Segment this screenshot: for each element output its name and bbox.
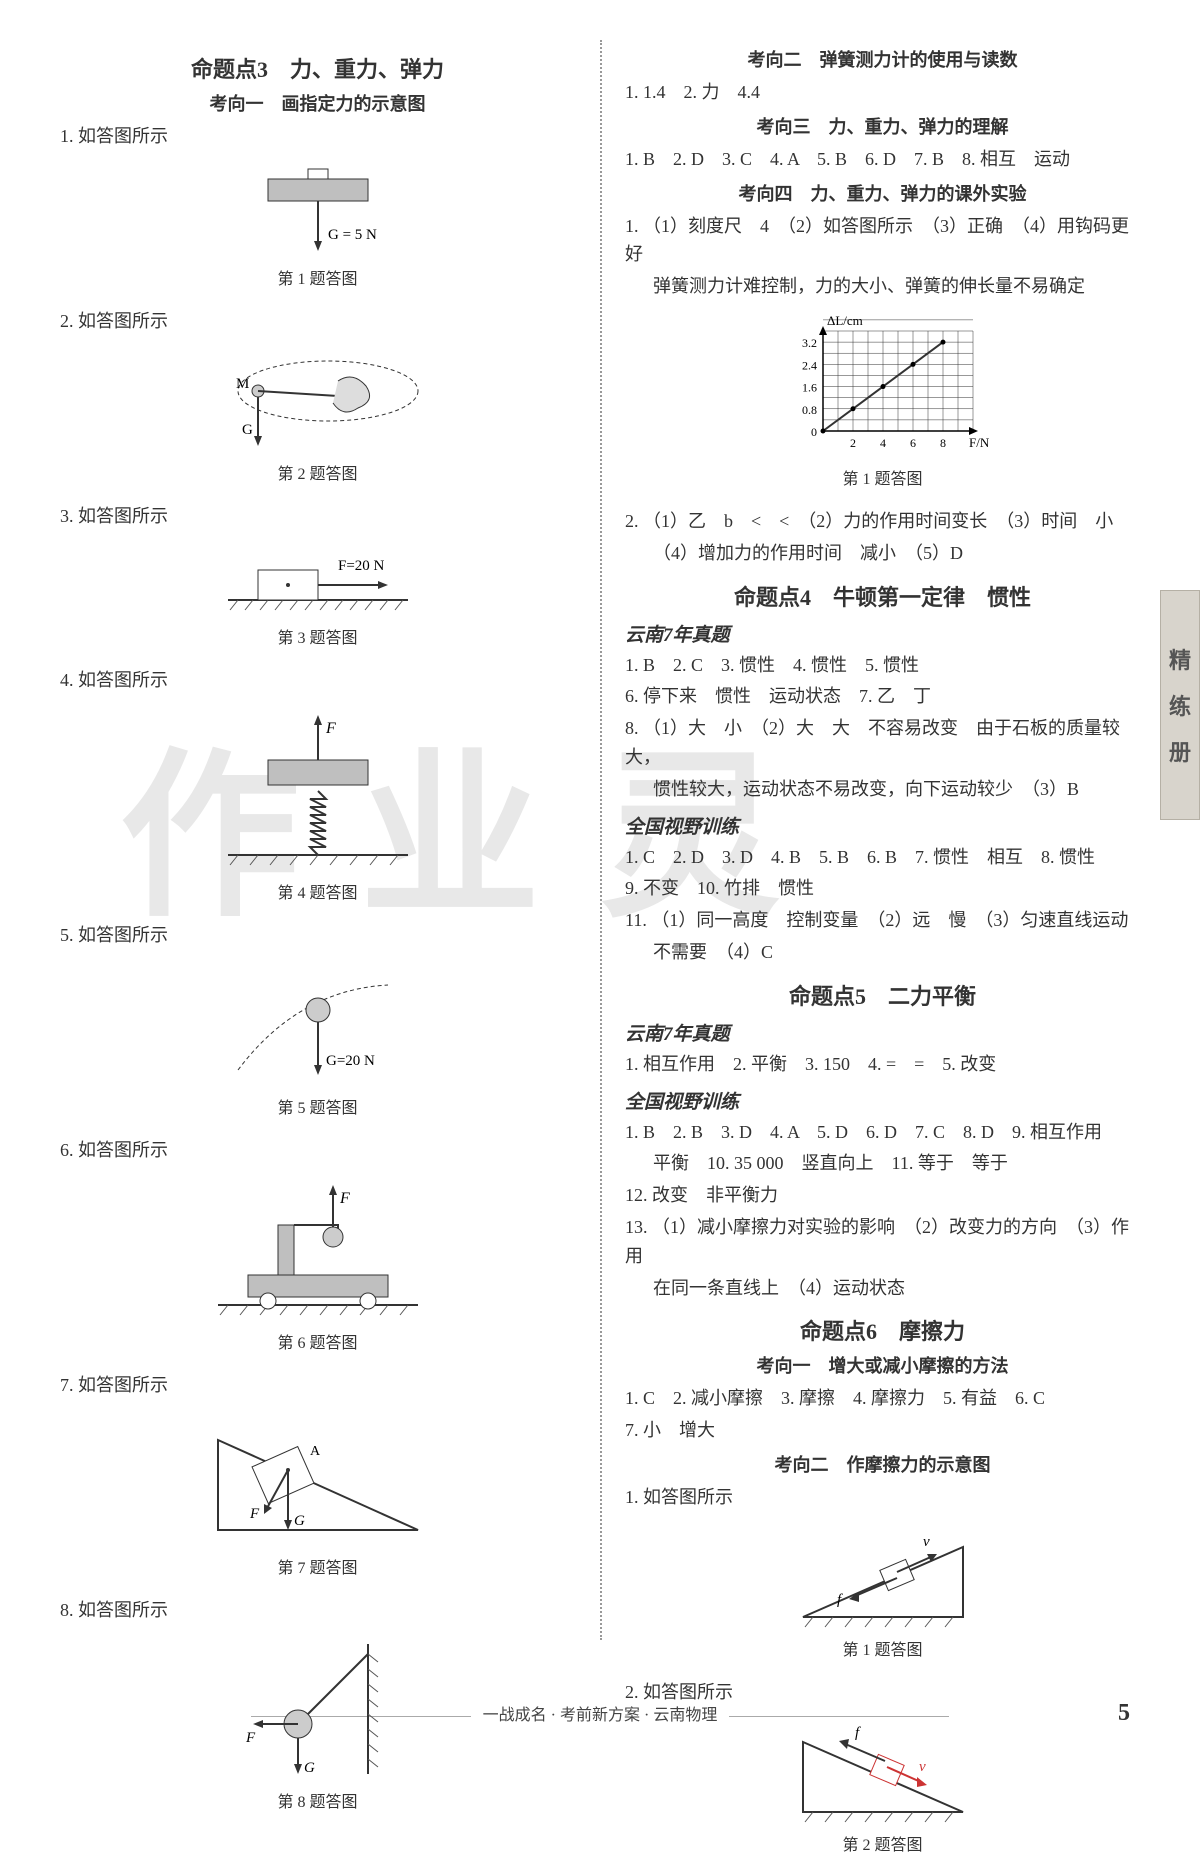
fig3: F=20 N 第 3 题答图 xyxy=(60,540,575,648)
section-heading: 云南7年真题 xyxy=(625,1019,1140,1046)
section-sub: 考向二 作摩擦力的示意图 xyxy=(625,1451,1140,1477)
answer-line: 1. 如答图所示 xyxy=(625,1483,1140,1512)
svg-text:M: M xyxy=(236,376,249,392)
svg-text:v: v xyxy=(919,1759,926,1775)
side-tab-3: 册 xyxy=(1169,735,1191,767)
fig1: G = 5 N 第 1 题答图 xyxy=(60,161,575,289)
svg-text:G: G xyxy=(242,422,253,438)
left-column: 命题点3 力、重力、弹力 考向一 画指定力的示意图 1. 如答图所示 G = 5… xyxy=(60,40,590,1640)
answer-line: 1. （1）刻度尺 4 （2）如答图所示 （3）正确 （4）用钩码更好 xyxy=(625,212,1140,270)
answer-line-indent: 不需要 （4）C xyxy=(625,938,1140,967)
answer-line: 1. C 2. D 3. D 4. B 5. B 6. B 7. 惯性 相互 8… xyxy=(625,843,1140,872)
svg-text:A: A xyxy=(310,1444,321,1459)
svg-text:F/N: F/N xyxy=(969,435,990,450)
q7-text: 7. 如答图所示 xyxy=(60,1371,575,1400)
answer-line: 11. （1）同一高度 控制变量 （2）远 慢 （3）匀速直线运动 xyxy=(625,906,1140,935)
svg-text:2.4: 2.4 xyxy=(802,358,817,372)
answer-line-indent: 惯性较大，运动状态不易改变，向下运动较少 （3）B xyxy=(625,775,1140,804)
answer-line: 2. 如答图所示 xyxy=(625,1678,1140,1707)
fig4-caption: 第 4 题答图 xyxy=(60,879,575,903)
section-sub: 考向四 力、重力、弹力的课外实验 xyxy=(625,180,1140,206)
fig5-caption: 第 5 题答图 xyxy=(60,1094,575,1118)
left-title-major: 命题点3 力、重力、弹力 xyxy=(60,52,575,84)
answer-line: 7. 小 增大 xyxy=(625,1416,1140,1445)
answer-line: 6. 停下来 惯性 运动状态 7. 乙 丁 xyxy=(625,682,1140,711)
fig3-caption: 第 3 题答图 xyxy=(60,624,575,648)
section-heading: 全国视野训练 xyxy=(625,1087,1140,1114)
section-major: 命题点6 摩擦力 xyxy=(625,1314,1140,1346)
section-major: 命题点5 二力平衡 xyxy=(625,979,1140,1011)
svg-text:F: F xyxy=(245,1730,256,1746)
q1-text: 1. 如答图所示 xyxy=(60,122,575,151)
answer-line: 9. 不变 10. 竹排 惯性 xyxy=(625,874,1140,903)
fig8: F G 第 8 题答图 xyxy=(60,1634,575,1812)
svg-text:f: f xyxy=(855,1725,861,1741)
svg-text:ΔL/cm: ΔL/cm xyxy=(827,313,863,328)
q5-text: 5. 如答图所示 xyxy=(60,921,575,950)
answer-line: 1. B 2. C 3. 惯性 4. 惯性 5. 惯性 xyxy=(625,651,1140,680)
svg-text:3.2: 3.2 xyxy=(802,336,817,350)
fig1-caption: 第 1 题答图 xyxy=(60,265,575,289)
side-tab-2: 练 xyxy=(1169,689,1191,721)
svg-text:4: 4 xyxy=(880,436,886,450)
section-sub: 考向一 增大或减小摩擦的方法 xyxy=(625,1352,1140,1378)
svg-text:G: G xyxy=(304,1760,315,1776)
answer-line: 1. C 2. 减小摩擦 3. 摩擦 4. 摩擦力 5. 有益 6. C xyxy=(625,1384,1140,1413)
answer-line: 13. （1）减小摩擦力对实验的影响 （2）改变力的方向 （3）作用 xyxy=(625,1213,1140,1271)
fig4: F 第 4 题答图 xyxy=(60,705,575,903)
fig7: A F G 第 7 题答图 xyxy=(60,1410,575,1578)
q2-text: 2. 如答图所示 xyxy=(60,307,575,336)
svg-text:1.6: 1.6 xyxy=(802,381,817,395)
side-tab-1: 精 xyxy=(1169,643,1191,675)
answer-line: 8. （1）大 小 （2）大 大 不容易改变 由于石板的质量较大， xyxy=(625,714,1140,772)
answer-line-indent: （4）增加力的作用时间 减小 （5）D xyxy=(625,539,1140,568)
svg-text:F: F xyxy=(249,1506,260,1522)
svg-text:2: 2 xyxy=(850,436,856,450)
section-sub: 考向二 弹簧测力计的使用与读数 xyxy=(625,46,1140,72)
answer-line: 1. B 2. B 3. D 4. A 5. D 6. D 7. C 8. D … xyxy=(625,1118,1140,1147)
fig-r2: v f 第 2 题答图 xyxy=(625,1717,1140,1855)
svg-text:F: F xyxy=(339,1190,350,1207)
answer-line-indent: 在同一条直线上 （4）运动状态 xyxy=(625,1274,1140,1303)
svg-text:v: v xyxy=(923,1534,930,1550)
fig6-caption: 第 6 题答图 xyxy=(60,1329,575,1353)
right-column: 考向二 弹簧测力计的使用与读数 1. 1.4 2. 力 4.4 考向三 力、重力、弹… xyxy=(610,40,1140,1640)
svg-text:F=20 N: F=20 N xyxy=(338,558,385,574)
q3-text: 3. 如答图所示 xyxy=(60,502,575,531)
answer-line: 1. B 2. D 3. C 4. A 5. B 6. D 7. B 8. 相互… xyxy=(625,145,1140,174)
side-tab: 精 练 册 xyxy=(1160,590,1200,820)
fig7-caption: 第 7 题答图 xyxy=(60,1554,575,1578)
fig6: F 第 6 题答图 xyxy=(60,1175,575,1353)
fig8-caption: 第 8 题答图 xyxy=(60,1788,575,1812)
answer-line: 2. （1）乙 b < < （2）力的作用时间变长 （3）时间 小 xyxy=(625,507,1140,536)
section-heading: 云南7年真题 xyxy=(625,620,1140,647)
svg-text:8: 8 xyxy=(940,436,946,450)
q4-text: 4. 如答图所示 xyxy=(60,666,575,695)
section-heading: 全国视野训练 xyxy=(625,812,1140,839)
svg-text:F: F xyxy=(325,720,336,737)
fig1-g-label: G = 5 N xyxy=(328,227,377,243)
answer-line-indent: 弹簧测力计难控制，力的大小、弹簧的伸长量不易确定 xyxy=(625,272,1140,301)
svg-text:0: 0 xyxy=(811,425,817,439)
answer-line-indent: 平衡 10. 35 000 竖直向上 11. 等于 等于 xyxy=(625,1149,1140,1178)
fig2: M G 第 2 题答图 xyxy=(60,346,575,484)
fig5: G=20 N 第 5 题答图 xyxy=(60,960,575,1118)
left-title-sub: 考向一 画指定力的示意图 xyxy=(60,90,575,116)
svg-text:0.8: 0.8 xyxy=(802,403,817,417)
answer-line: 1. 1.4 2. 力 4.4 xyxy=(625,78,1140,107)
fig-r1: v f 第 1 题答图 xyxy=(625,1522,1140,1660)
svg-text:6: 6 xyxy=(910,436,916,450)
svg-text:G=20 N: G=20 N xyxy=(326,1053,375,1069)
q8-text: 8. 如答图所示 xyxy=(60,1596,575,1625)
q6-text: 6. 如答图所示 xyxy=(60,1136,575,1165)
fig1-svg: G = 5 N xyxy=(228,161,408,261)
answer-line: 12. 改变 非平衡力 xyxy=(625,1181,1140,1210)
chart-block: 00.81.62.43.22468 ΔL/cm F/N 第 1 题答图 xyxy=(625,311,1140,489)
answer-line: 1. 相互作用 2. 平衡 3. 150 4. = = 5. 改变 xyxy=(625,1050,1140,1079)
fig2-caption: 第 2 题答图 xyxy=(60,460,575,484)
svg-text:G: G xyxy=(294,1513,305,1529)
section-major: 命题点4 牛顿第一定律 惯性 xyxy=(625,580,1140,612)
section-sub: 考向三 力、重力、弹力的理解 xyxy=(625,113,1140,139)
